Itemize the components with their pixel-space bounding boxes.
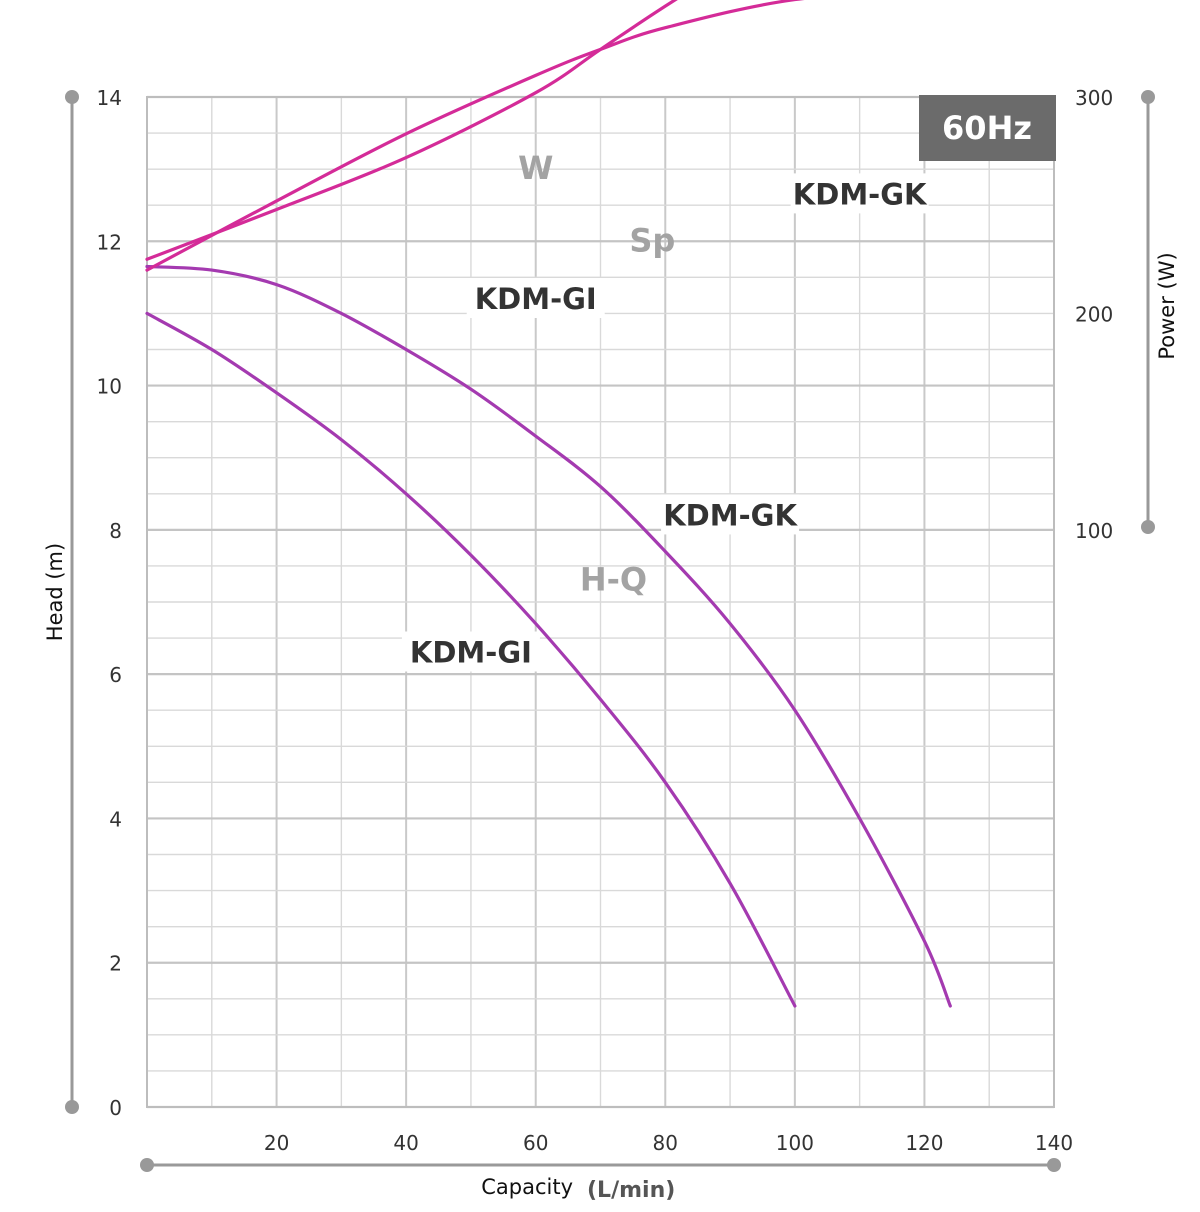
annotation-label: Sp — [629, 221, 675, 259]
y-axis-title: Head (m) — [43, 543, 67, 641]
annotation-label: KDM-GK — [793, 177, 928, 211]
power-axis-rule-top-dot — [1141, 90, 1155, 104]
head-axis-rule-top-dot — [65, 90, 79, 104]
y2-tick-label: 300 — [1075, 86, 1113, 110]
y2-axis-title: Power (W) — [1155, 252, 1179, 359]
x-tick-label: 60 — [523, 1131, 548, 1155]
head-axis-rule-bottom-dot — [65, 1100, 79, 1114]
y-tick-label: 12 — [97, 230, 122, 254]
frequency-badge-label: 60Hz — [942, 109, 1032, 147]
y-tick-label: 2 — [109, 952, 122, 976]
annotation-background — [790, 173, 929, 214]
series-line-w-kdm-gk — [145, 0, 805, 272]
y-tick-label: 10 — [97, 375, 122, 399]
series-line-h-q-kdm-gi — [145, 311, 797, 1008]
frequency-badge: 60Hz — [919, 95, 1056, 161]
x-axis-unit: (L/min) — [587, 1178, 675, 1203]
x-tick-label: 100 — [776, 1131, 814, 1155]
annotation-label: KDM-GK — [663, 498, 798, 532]
annotation-label: H-Q — [580, 560, 647, 598]
plot-frame — [146, 96, 1055, 1108]
axis-decorations — [65, 90, 1155, 1172]
x-tick-label: 120 — [905, 1131, 943, 1155]
grid — [146, 95, 1055, 1109]
y-tick-label: 6 — [109, 663, 122, 687]
y-tick-label: 8 — [109, 519, 122, 543]
annotation-background — [661, 494, 800, 535]
y2-tick-label: 200 — [1075, 302, 1113, 326]
y-tick-label: 14 — [97, 86, 122, 110]
x-tick-label: 80 — [653, 1131, 678, 1155]
annotation-label: KDM-GI — [475, 282, 597, 316]
capacity-axis-rule-right-dot — [1047, 1158, 1061, 1172]
annotation-background — [466, 278, 605, 318]
x-tick-label: 40 — [393, 1131, 418, 1155]
series-lines — [145, 0, 952, 1008]
curve-annotations: W Sp KDM-GK KDM-GI KDM-GK H-Q KDM-GI — [401, 149, 929, 672]
y2-tick-label: 100 — [1075, 519, 1113, 543]
x-tick-label: 140 — [1035, 1131, 1073, 1155]
power-axis-rule-bottom-dot — [1141, 520, 1155, 534]
series-line-h-q-kdm-gk — [145, 264, 952, 1008]
y-tick-label: 4 — [109, 807, 122, 831]
x-tick-label: 20 — [264, 1131, 289, 1155]
capacity-axis-rule-left-dot — [140, 1158, 154, 1172]
y-tick-label: 0 — [109, 1096, 122, 1120]
annotation-label: W — [518, 149, 553, 187]
frequency-badge-box — [919, 95, 1056, 161]
annotation-background — [401, 631, 540, 672]
x-axis-title: Capacity — [481, 1175, 573, 1199]
tick-labels: 2040608010012014002468101214100200300400 — [97, 86, 1114, 1155]
series-line-w-kdm-gi — [145, 0, 678, 261]
annotation-label: KDM-GI — [410, 636, 532, 670]
